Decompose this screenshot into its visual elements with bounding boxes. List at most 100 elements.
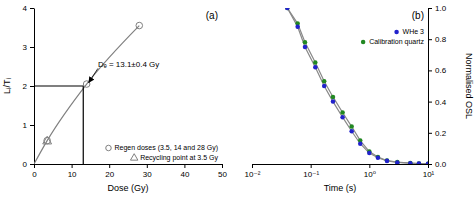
point: [417, 161, 422, 164]
legend-label: WHe 3: [403, 28, 425, 35]
tick: 40: [180, 164, 189, 179]
tick: 0.8: [428, 35, 447, 44]
tick: 30: [143, 164, 152, 179]
legend-item: WHe 3: [394, 28, 424, 35]
legend-item: Calibration quartz: [361, 38, 425, 46]
tick: 10: [68, 164, 77, 179]
point: [331, 99, 336, 104]
point: [349, 129, 354, 134]
tick-label: 0.0: [435, 160, 447, 169]
tick-mark: [428, 102, 432, 103]
tick-mark: [34, 164, 35, 168]
y-axis: 0 1 2 3 4: [23, 4, 35, 169]
point: [408, 161, 413, 164]
tick-label: 10¹: [423, 170, 435, 179]
tick: 3: [23, 43, 34, 52]
tick-label: 3: [23, 43, 28, 52]
annotation-arrow: [89, 68, 98, 82]
tick: 1.0: [428, 4, 447, 13]
legend-symbol: [361, 40, 366, 45]
x-axis-title: Dose (Gy): [107, 183, 148, 193]
tick-mark: [184, 164, 185, 168]
tick-label: 0: [32, 170, 37, 179]
point: [285, 8, 290, 10]
tick-label: 0: [23, 160, 28, 169]
tick-label: 2: [23, 82, 28, 91]
tick-label: 50: [218, 170, 227, 179]
axis-line: [428, 9, 429, 165]
point: [417, 161, 422, 164]
tick-label: 4: [23, 4, 28, 13]
annotation: Dₑ = 13.1±0.4 Gy: [98, 60, 159, 69]
tick-mark: [30, 47, 34, 48]
y-axis-title: Normalised OSL: [464, 53, 474, 119]
tick-mark: [428, 70, 432, 71]
tick: 20: [105, 164, 114, 179]
tick-label: 0.2: [435, 129, 447, 138]
point: [44, 137, 51, 144]
tick-label: 0.6: [435, 66, 447, 75]
x-axis: 0 10 20 30 40 50: [32, 164, 227, 179]
point: [313, 60, 318, 65]
tick: 50: [218, 164, 227, 179]
figure: 0 10 20 30 40 50 0 1 2 3 4 Dose (Gy) Lᵢ/Tᵢ Dₑ = 13.1±…: [0, 0, 474, 199]
tick-label: 1: [23, 121, 28, 130]
tick-mark: [30, 8, 34, 9]
axis-line: [35, 164, 223, 165]
tick-mark: [30, 125, 34, 126]
legend-label: Regen doses (3.5, 14 and 28 Gy): [114, 144, 218, 152]
x-axis-title: Time (s): [324, 183, 357, 193]
tick-mark: [222, 164, 223, 168]
tick: 10⁰: [364, 164, 376, 179]
point: [395, 160, 400, 164]
point: [385, 159, 390, 164]
tick-mark: [72, 164, 73, 168]
point: [426, 161, 428, 164]
tick: 10⁻²: [245, 164, 261, 179]
tick: 4: [23, 4, 34, 13]
plot-area: [34, 22, 143, 164]
tick-mark: [369, 164, 370, 168]
point: [395, 160, 400, 164]
tick-mark: [311, 164, 312, 168]
point: [340, 110, 345, 115]
line: [287, 8, 428, 164]
legend-symbol: [106, 145, 112, 151]
point: [303, 45, 308, 50]
point: [358, 141, 363, 146]
point: [376, 156, 381, 161]
legend: WHe 3 Calibration quartz: [361, 28, 425, 46]
legend-symbol: [130, 154, 137, 160]
tick-label: 0.4: [435, 98, 447, 107]
tick-label: 10: [68, 170, 77, 179]
tick-label: 0.8: [435, 35, 447, 44]
point: [43, 136, 52, 144]
tick-label: 10⁰: [364, 170, 376, 179]
legend-label: Recycling point at 3.5 Gy: [140, 154, 218, 162]
tick: 0.6: [428, 66, 447, 75]
point: [285, 8, 290, 10]
axis-line: [253, 164, 429, 165]
tick-mark: [428, 164, 432, 165]
legend-item: Regen doses (3.5, 14 and 28 Gy): [106, 144, 218, 152]
x-axis: 10⁻² 10⁻¹ 10⁰ 10¹: [245, 164, 435, 179]
legend: Regen doses (3.5, 14 and 28 Gy) Recycling…: [106, 144, 219, 162]
tick-mark: [428, 8, 432, 9]
y-axis: 0.0 0.2 0.4 0.6 0.8 1.0: [428, 4, 447, 169]
tick-label: 10⁻¹: [303, 170, 319, 179]
tick-label: 10⁻²: [245, 170, 261, 179]
y-axis-title: Lᵢ/Tᵢ: [2, 78, 12, 94]
legend-symbol: [394, 30, 399, 35]
point: [408, 161, 413, 164]
tick-mark: [252, 164, 253, 168]
point: [303, 40, 308, 45]
tick: 10¹: [423, 164, 435, 179]
tick-mark: [147, 164, 148, 168]
point: [313, 65, 318, 70]
point: [322, 79, 327, 84]
tick: 0.2: [428, 129, 447, 138]
point: [349, 124, 354, 129]
tick: 0: [23, 160, 34, 169]
point: [136, 22, 143, 29]
point: [426, 161, 428, 164]
